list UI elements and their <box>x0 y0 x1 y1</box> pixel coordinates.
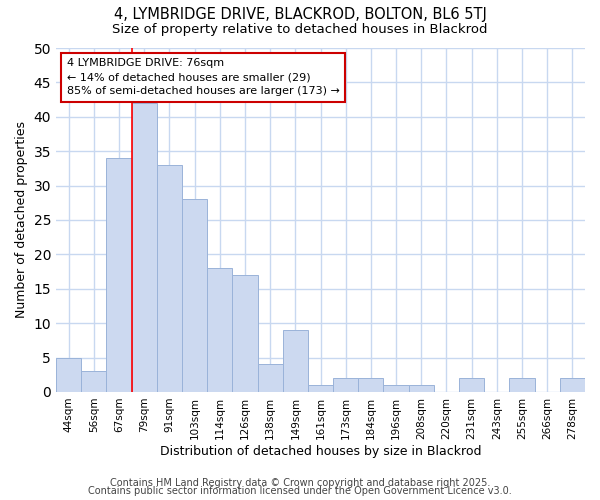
Text: 4 LYMBRIDGE DRIVE: 76sqm
← 14% of detached houses are smaller (29)
85% of semi-d: 4 LYMBRIDGE DRIVE: 76sqm ← 14% of detach… <box>67 58 340 96</box>
Bar <box>560 378 585 392</box>
Bar <box>207 268 232 392</box>
Bar <box>232 275 257 392</box>
Bar <box>283 330 308 392</box>
Bar <box>383 385 409 392</box>
Text: Size of property relative to detached houses in Blackrod: Size of property relative to detached ho… <box>112 22 488 36</box>
Y-axis label: Number of detached properties: Number of detached properties <box>15 122 28 318</box>
Bar <box>81 372 106 392</box>
Text: Contains public sector information licensed under the Open Government Licence v3: Contains public sector information licen… <box>88 486 512 496</box>
Text: Contains HM Land Registry data © Crown copyright and database right 2025.: Contains HM Land Registry data © Crown c… <box>110 478 490 488</box>
Text: 4, LYMBRIDGE DRIVE, BLACKROD, BOLTON, BL6 5TJ: 4, LYMBRIDGE DRIVE, BLACKROD, BOLTON, BL… <box>113 8 487 22</box>
Bar <box>131 103 157 392</box>
Bar <box>409 385 434 392</box>
X-axis label: Distribution of detached houses by size in Blackrod: Distribution of detached houses by size … <box>160 444 481 458</box>
Bar <box>459 378 484 392</box>
Bar <box>257 364 283 392</box>
Bar <box>358 378 383 392</box>
Bar <box>182 200 207 392</box>
Bar <box>56 358 81 392</box>
Bar <box>509 378 535 392</box>
Bar <box>333 378 358 392</box>
Bar <box>106 158 131 392</box>
Bar <box>157 165 182 392</box>
Bar <box>308 385 333 392</box>
